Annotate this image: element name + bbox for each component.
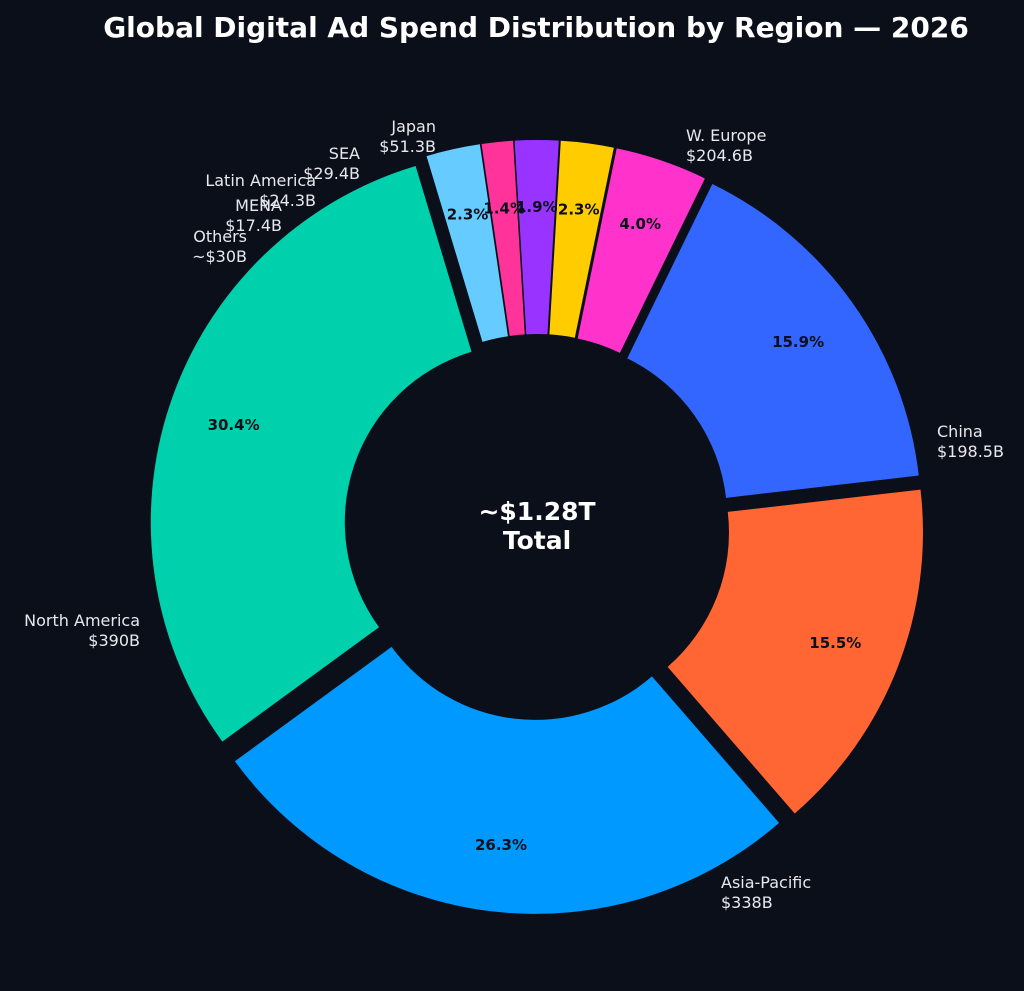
- center-total-value: ~$1.28T: [478, 497, 595, 526]
- pct-label-asia-pacific: 26.3%: [475, 836, 527, 854]
- region-name-label: W. Europe: [686, 126, 766, 145]
- pct-label-japan: 4.0%: [619, 215, 661, 233]
- slice-asia-pacific: [234, 646, 780, 914]
- region-value-label: $390B: [88, 631, 140, 650]
- percent-labels-group: 15.9%15.5%26.3%30.4%2.3%1.4%1.9% 2.3%4.0%: [208, 198, 862, 854]
- pct-label-w-europe: 15.9%: [772, 333, 824, 351]
- region-value-label: $198.5B: [937, 442, 1004, 461]
- region-value-label: $24.3B: [259, 191, 316, 210]
- region-name-label: Latin America: [205, 171, 316, 190]
- slice-latin-america: [514, 140, 559, 335]
- slice-others: [426, 144, 508, 342]
- region-value-label: $51.3B: [379, 137, 436, 156]
- region-name-label: Asia-Pacific: [721, 873, 811, 892]
- region-name-label: SEA: [329, 144, 360, 163]
- region-value-label: $17.4B: [225, 216, 282, 235]
- pct-label-china: 15.5%: [809, 634, 861, 652]
- slice-mena: [481, 140, 525, 336]
- region-name-label: Others: [193, 227, 247, 246]
- region-value-label: $204.6B: [686, 146, 753, 165]
- pct-label-sea: 2.3%: [558, 201, 600, 219]
- slice-north-america: [150, 166, 472, 742]
- region-name-label: China: [937, 422, 983, 441]
- pct-label-mena: 1.4%: [483, 200, 525, 218]
- slice-japan: [577, 148, 705, 353]
- slice-china: [667, 489, 923, 814]
- region-value-label: $29.4B: [303, 164, 360, 183]
- pct-label-latin-america: 1.9%: [516, 198, 558, 216]
- pct-label-others: 2.3%: [447, 206, 489, 224]
- slices-group: [150, 140, 923, 914]
- slice-w-europe: [627, 183, 919, 498]
- region-value-label: $338B: [721, 893, 773, 912]
- region-name-label: MENA: [235, 196, 282, 215]
- region-value-label: ~$30B: [192, 247, 247, 266]
- center-total-caption: Total: [503, 526, 571, 555]
- outer-labels-group: W. Europe$204.6B China$198.5B Asia-Pacific…: [24, 117, 1004, 912]
- slice-sea: [549, 140, 614, 338]
- chart-title: Global Digital Ad Spend Distribution by …: [103, 11, 969, 44]
- region-name-label: Japan: [390, 117, 436, 136]
- region-name-label: North America: [24, 611, 140, 630]
- pct-label-north-america: 30.4%: [208, 416, 260, 434]
